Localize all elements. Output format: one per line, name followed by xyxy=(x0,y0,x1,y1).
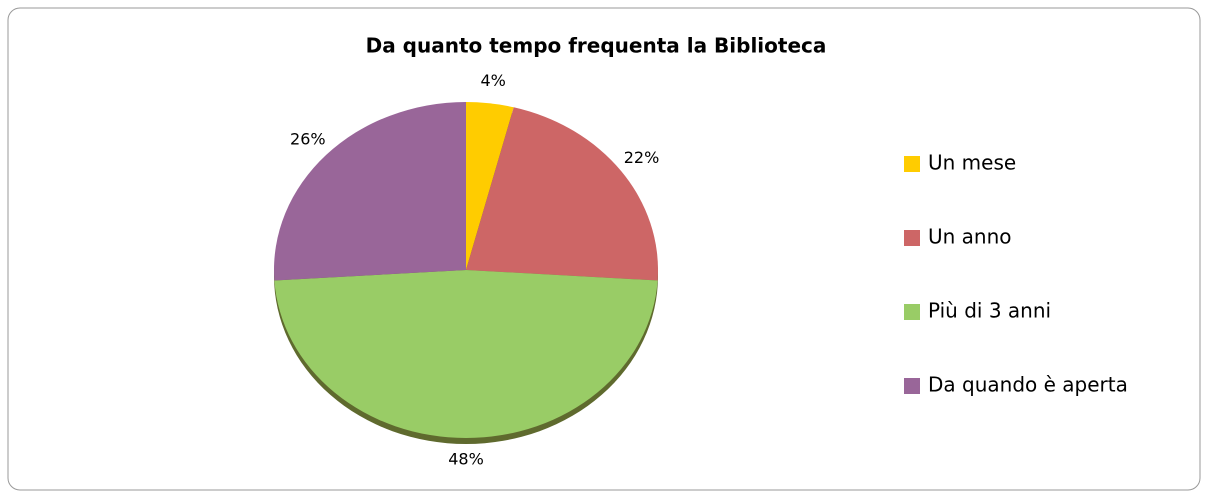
legend-swatch xyxy=(904,304,920,320)
legend-label: Da quando è aperta xyxy=(928,373,1128,397)
data-label: 48% xyxy=(448,449,484,468)
data-label: 4% xyxy=(480,71,505,90)
legend-swatch xyxy=(904,230,920,246)
data-label: 26% xyxy=(290,130,326,149)
pie-slice xyxy=(274,270,658,439)
data-label: 22% xyxy=(624,148,660,167)
chart-title: Da quanto tempo frequenta la Biblioteca xyxy=(366,34,827,58)
legend-label: Un mese xyxy=(928,151,1016,175)
legend-label: Più di 3 anni xyxy=(928,299,1051,323)
pie-slice xyxy=(274,102,466,281)
legend-swatch xyxy=(904,378,920,394)
pie-slice xyxy=(466,102,514,270)
pie-slice xyxy=(466,107,658,281)
legend-swatch xyxy=(904,156,920,172)
legend-label: Un anno xyxy=(928,225,1012,249)
